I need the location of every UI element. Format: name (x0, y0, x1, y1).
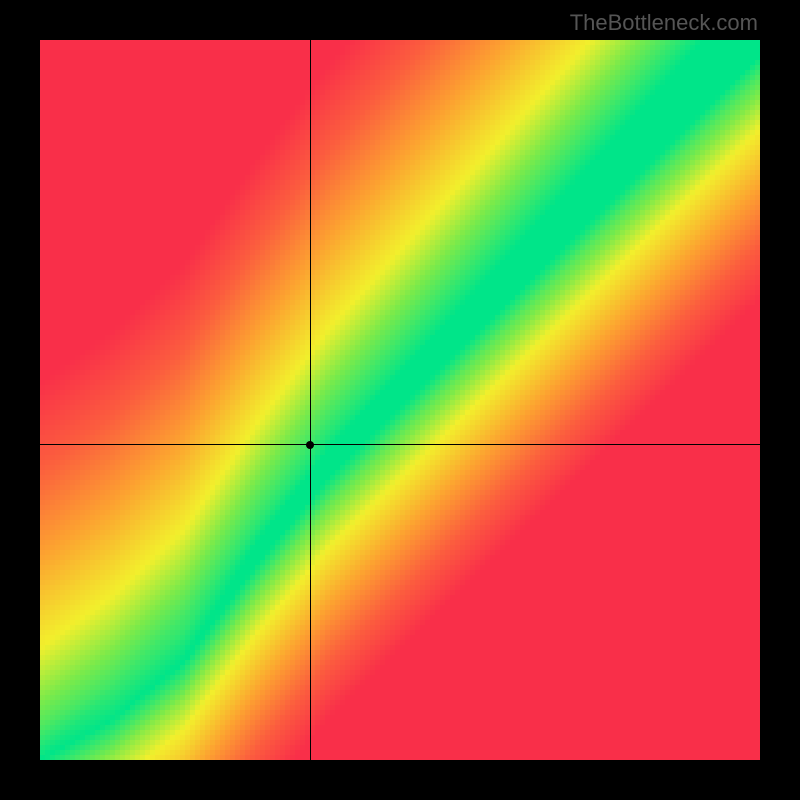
data-point-marker (306, 441, 314, 449)
crosshair-horizontal (40, 444, 760, 445)
heatmap-canvas (40, 40, 760, 760)
watermark-text: TheBottleneck.com (570, 10, 758, 36)
crosshair-vertical (310, 40, 311, 760)
chart-container: TheBottleneck.com (0, 0, 800, 800)
